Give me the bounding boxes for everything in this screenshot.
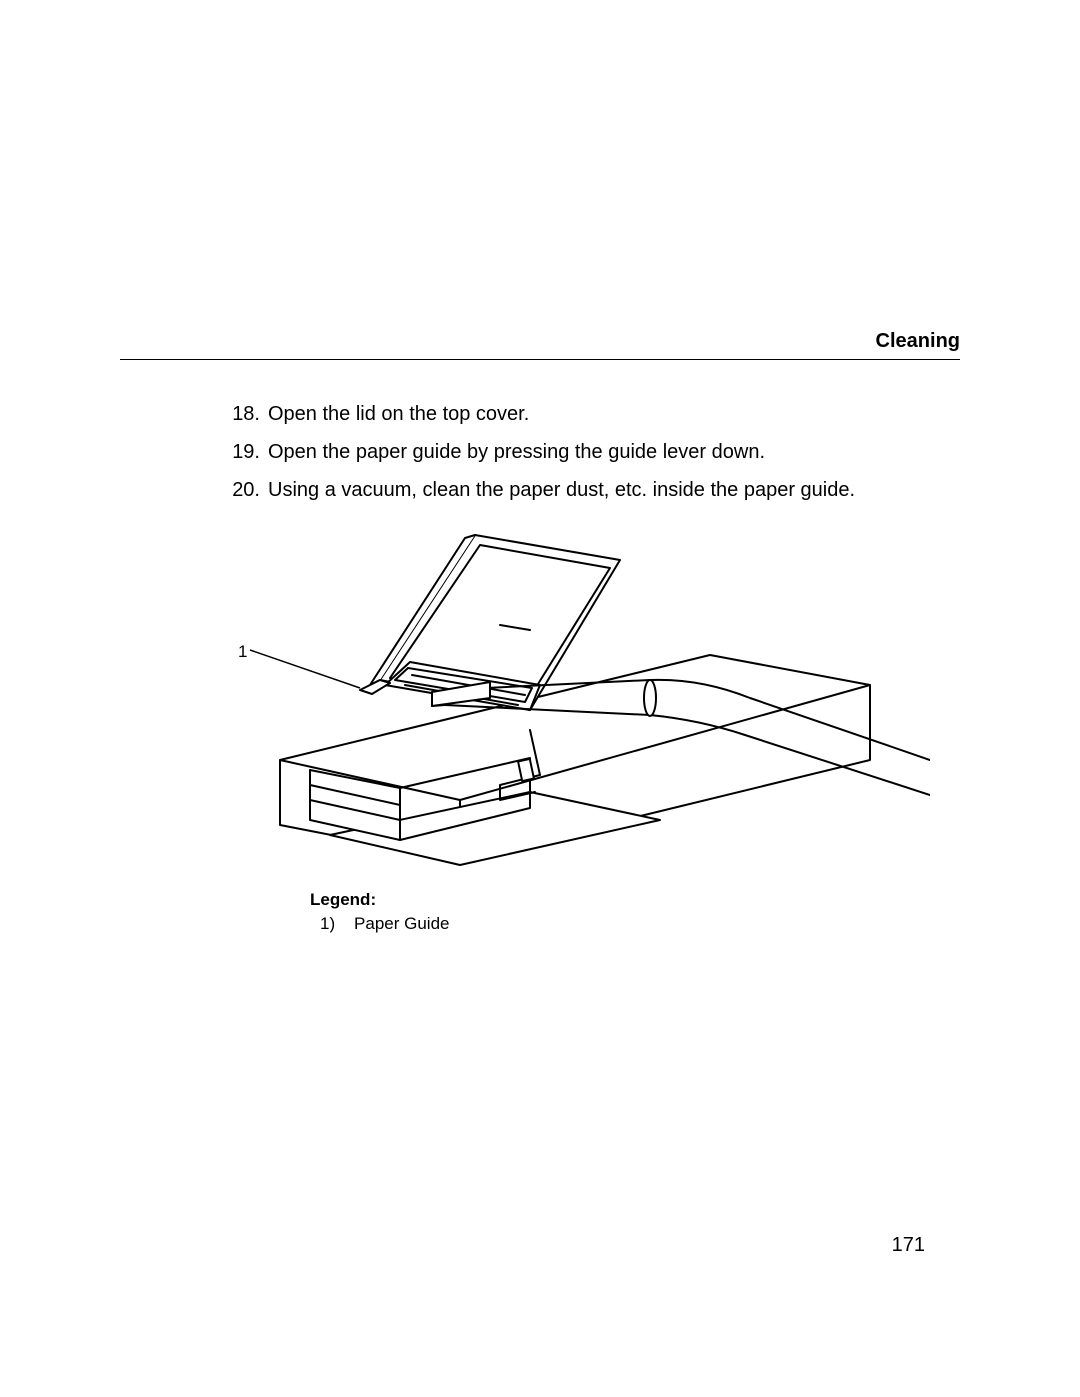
step-item: 20. Using a vacuum, clean the paper dust… (220, 476, 920, 504)
step-item: 19. Open the paper guide by pressing the… (220, 438, 920, 466)
legend: Legend: 1) Paper Guide (310, 890, 449, 934)
section-title: Cleaning (120, 330, 960, 360)
page-number: 171 (892, 1234, 925, 1257)
step-item: 18. Open the lid on the top cover. (220, 400, 920, 428)
legend-title: Legend: (310, 890, 449, 910)
header: Cleaning 18. Open the lid on the top cov… (120, 330, 960, 514)
document-page: Cleaning 18. Open the lid on the top cov… (0, 0, 1080, 1397)
step-number: 18. (220, 400, 268, 428)
step-text: Open the paper guide by pressing the gui… (268, 438, 920, 466)
legend-item-text: Paper Guide (354, 914, 449, 933)
step-number: 19. (220, 438, 268, 466)
printer-diagram (230, 530, 930, 870)
step-text: Open the lid on the top cover. (268, 400, 920, 428)
legend-item: 1) Paper Guide (310, 914, 449, 934)
step-list: 18. Open the lid on the top cover. 19. O… (120, 400, 960, 504)
step-text: Using a vacuum, clean the paper dust, et… (268, 476, 920, 504)
step-number: 20. (220, 476, 268, 504)
legend-item-num: 1) (320, 914, 335, 933)
